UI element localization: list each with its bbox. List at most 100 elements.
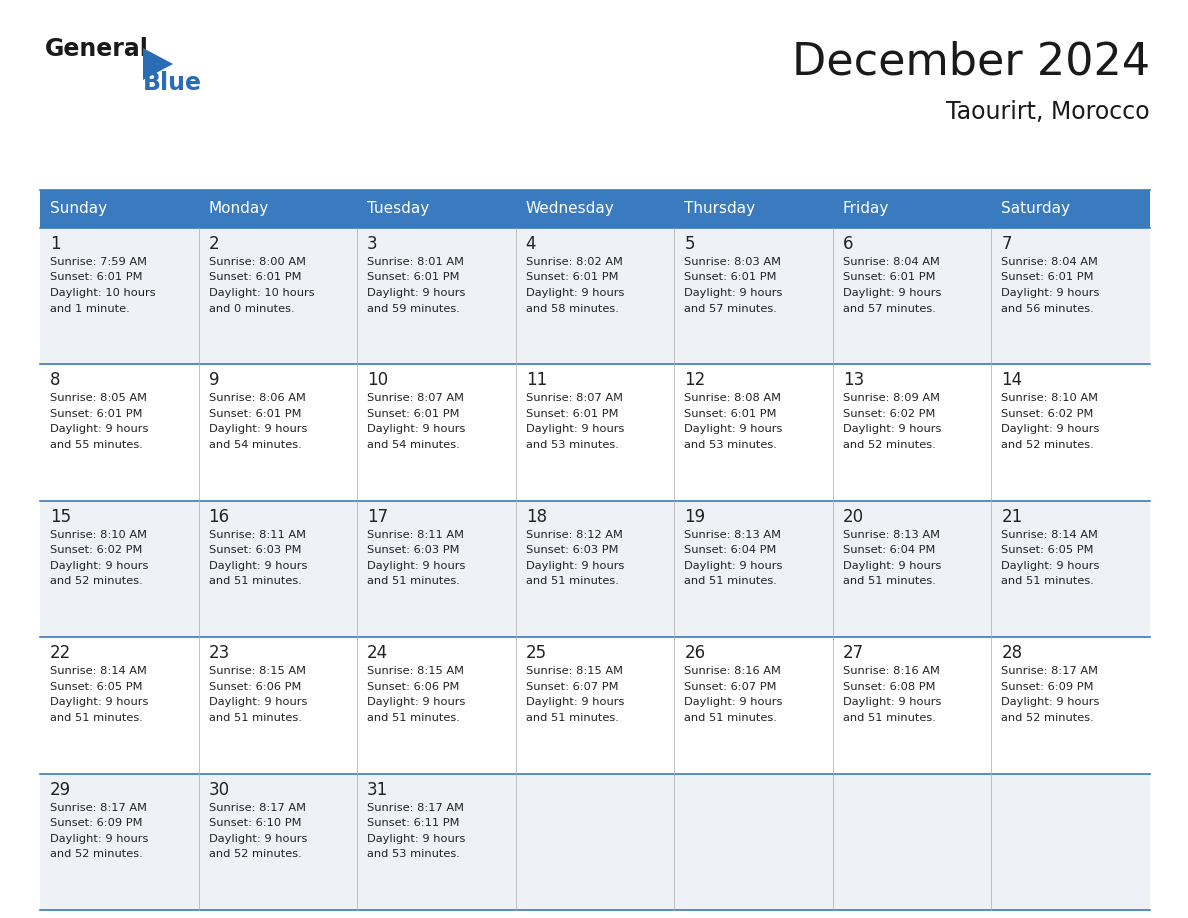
Text: Tuesday: Tuesday bbox=[367, 201, 429, 217]
Text: Sunrise: 8:13 AM: Sunrise: 8:13 AM bbox=[842, 530, 940, 540]
Text: Daylight: 10 hours: Daylight: 10 hours bbox=[209, 288, 314, 298]
Text: Daylight: 10 hours: Daylight: 10 hours bbox=[50, 288, 156, 298]
Text: Sunset: 6:11 PM: Sunset: 6:11 PM bbox=[367, 818, 460, 828]
Text: Sunrise: 8:08 AM: Sunrise: 8:08 AM bbox=[684, 394, 782, 403]
Text: Daylight: 9 hours: Daylight: 9 hours bbox=[842, 561, 941, 571]
Text: Sunrise: 8:07 AM: Sunrise: 8:07 AM bbox=[526, 394, 623, 403]
Text: and 51 minutes.: and 51 minutes. bbox=[1001, 577, 1094, 587]
Text: Daylight: 9 hours: Daylight: 9 hours bbox=[526, 697, 624, 707]
Text: Sunrise: 8:10 AM: Sunrise: 8:10 AM bbox=[50, 530, 147, 540]
Polygon shape bbox=[143, 48, 173, 80]
Text: Sunset: 6:02 PM: Sunset: 6:02 PM bbox=[50, 545, 143, 555]
Text: Monday: Monday bbox=[209, 201, 268, 217]
Text: Sunrise: 7:59 AM: Sunrise: 7:59 AM bbox=[50, 257, 147, 267]
Text: Daylight: 9 hours: Daylight: 9 hours bbox=[50, 561, 148, 571]
Text: Sunset: 6:06 PM: Sunset: 6:06 PM bbox=[367, 682, 460, 691]
Text: Sunset: 6:01 PM: Sunset: 6:01 PM bbox=[526, 273, 618, 283]
Text: and 58 minutes.: and 58 minutes. bbox=[526, 304, 619, 314]
Text: and 57 minutes.: and 57 minutes. bbox=[842, 304, 936, 314]
Text: 31: 31 bbox=[367, 780, 388, 799]
Text: and 51 minutes.: and 51 minutes. bbox=[209, 577, 302, 587]
Text: Daylight: 9 hours: Daylight: 9 hours bbox=[50, 697, 148, 707]
Text: Sunrise: 8:02 AM: Sunrise: 8:02 AM bbox=[526, 257, 623, 267]
Text: Daylight: 9 hours: Daylight: 9 hours bbox=[526, 288, 624, 298]
Text: Sunrise: 8:16 AM: Sunrise: 8:16 AM bbox=[842, 666, 940, 677]
Text: Daylight: 9 hours: Daylight: 9 hours bbox=[526, 424, 624, 434]
Text: Sunrise: 8:11 AM: Sunrise: 8:11 AM bbox=[367, 530, 465, 540]
Text: Sunrise: 8:16 AM: Sunrise: 8:16 AM bbox=[684, 666, 782, 677]
Text: Friday: Friday bbox=[842, 201, 890, 217]
Text: and 53 minutes.: and 53 minutes. bbox=[684, 440, 777, 450]
Text: 7: 7 bbox=[1001, 235, 1012, 253]
Text: Sunrise: 8:17 AM: Sunrise: 8:17 AM bbox=[209, 802, 305, 812]
Text: Sunrise: 8:01 AM: Sunrise: 8:01 AM bbox=[367, 257, 465, 267]
Text: 29: 29 bbox=[50, 780, 71, 799]
Text: Sunrise: 8:09 AM: Sunrise: 8:09 AM bbox=[842, 394, 940, 403]
Text: Daylight: 9 hours: Daylight: 9 hours bbox=[50, 424, 148, 434]
Text: Sunset: 6:03 PM: Sunset: 6:03 PM bbox=[367, 545, 460, 555]
Text: and 56 minutes.: and 56 minutes. bbox=[1001, 304, 1094, 314]
Text: Daylight: 9 hours: Daylight: 9 hours bbox=[50, 834, 148, 844]
Text: Sunset: 6:01 PM: Sunset: 6:01 PM bbox=[367, 273, 460, 283]
Text: Sunset: 6:03 PM: Sunset: 6:03 PM bbox=[526, 545, 618, 555]
Text: Sunset: 6:01 PM: Sunset: 6:01 PM bbox=[684, 409, 777, 419]
Text: 15: 15 bbox=[50, 508, 71, 526]
Text: and 51 minutes.: and 51 minutes. bbox=[50, 712, 143, 722]
Text: Daylight: 9 hours: Daylight: 9 hours bbox=[209, 697, 307, 707]
Text: Sunset: 6:01 PM: Sunset: 6:01 PM bbox=[367, 409, 460, 419]
Text: Sunset: 6:08 PM: Sunset: 6:08 PM bbox=[842, 682, 935, 691]
Text: 26: 26 bbox=[684, 644, 706, 662]
Text: Sunrise: 8:07 AM: Sunrise: 8:07 AM bbox=[367, 394, 465, 403]
Text: 19: 19 bbox=[684, 508, 706, 526]
Text: and 53 minutes.: and 53 minutes. bbox=[526, 440, 619, 450]
Text: and 59 minutes.: and 59 minutes. bbox=[367, 304, 460, 314]
Text: Sunrise: 8:14 AM: Sunrise: 8:14 AM bbox=[50, 666, 147, 677]
Text: Daylight: 9 hours: Daylight: 9 hours bbox=[526, 561, 624, 571]
Text: Sunrise: 8:17 AM: Sunrise: 8:17 AM bbox=[1001, 666, 1099, 677]
Text: Sunset: 6:05 PM: Sunset: 6:05 PM bbox=[50, 682, 143, 691]
Text: Sunset: 6:07 PM: Sunset: 6:07 PM bbox=[526, 682, 618, 691]
Text: Daylight: 9 hours: Daylight: 9 hours bbox=[1001, 697, 1100, 707]
Text: and 51 minutes.: and 51 minutes. bbox=[842, 712, 936, 722]
Text: 5: 5 bbox=[684, 235, 695, 253]
Bar bbox=[40, 501, 1150, 637]
Text: and 51 minutes.: and 51 minutes. bbox=[684, 712, 777, 722]
Text: Daylight: 9 hours: Daylight: 9 hours bbox=[1001, 561, 1100, 571]
Text: and 51 minutes.: and 51 minutes. bbox=[367, 577, 460, 587]
Text: Sunrise: 8:12 AM: Sunrise: 8:12 AM bbox=[526, 530, 623, 540]
Text: and 52 minutes.: and 52 minutes. bbox=[50, 849, 143, 859]
Text: Sunset: 6:01 PM: Sunset: 6:01 PM bbox=[684, 273, 777, 283]
Text: Sunset: 6:01 PM: Sunset: 6:01 PM bbox=[526, 409, 618, 419]
Text: Daylight: 9 hours: Daylight: 9 hours bbox=[684, 288, 783, 298]
Text: Daylight: 9 hours: Daylight: 9 hours bbox=[367, 561, 466, 571]
Text: and 0 minutes.: and 0 minutes. bbox=[209, 304, 295, 314]
Text: Sunset: 6:01 PM: Sunset: 6:01 PM bbox=[1001, 273, 1094, 283]
Text: 6: 6 bbox=[842, 235, 853, 253]
Text: Sunrise: 8:14 AM: Sunrise: 8:14 AM bbox=[1001, 530, 1098, 540]
Text: Sunrise: 8:06 AM: Sunrise: 8:06 AM bbox=[209, 394, 305, 403]
Text: Sunset: 6:02 PM: Sunset: 6:02 PM bbox=[1001, 409, 1094, 419]
Text: 13: 13 bbox=[842, 372, 864, 389]
Text: Sunset: 6:09 PM: Sunset: 6:09 PM bbox=[50, 818, 143, 828]
Bar bbox=[40, 228, 1150, 364]
Text: 17: 17 bbox=[367, 508, 388, 526]
Text: Wednesday: Wednesday bbox=[526, 201, 614, 217]
Text: 12: 12 bbox=[684, 372, 706, 389]
Text: Daylight: 9 hours: Daylight: 9 hours bbox=[842, 424, 941, 434]
Text: Sunrise: 8:05 AM: Sunrise: 8:05 AM bbox=[50, 394, 147, 403]
Text: and 53 minutes.: and 53 minutes. bbox=[367, 849, 460, 859]
Text: Daylight: 9 hours: Daylight: 9 hours bbox=[209, 834, 307, 844]
Text: Sunset: 6:09 PM: Sunset: 6:09 PM bbox=[1001, 682, 1094, 691]
Text: 9: 9 bbox=[209, 372, 219, 389]
Text: Sunday: Sunday bbox=[50, 201, 107, 217]
Text: Daylight: 9 hours: Daylight: 9 hours bbox=[367, 288, 466, 298]
Bar bbox=[40, 637, 1150, 774]
Text: 3: 3 bbox=[367, 235, 378, 253]
Text: and 51 minutes.: and 51 minutes. bbox=[526, 712, 619, 722]
Text: Sunrise: 8:13 AM: Sunrise: 8:13 AM bbox=[684, 530, 782, 540]
Text: 18: 18 bbox=[526, 508, 546, 526]
Text: Sunset: 6:06 PM: Sunset: 6:06 PM bbox=[209, 682, 301, 691]
Text: Sunrise: 8:00 AM: Sunrise: 8:00 AM bbox=[209, 257, 305, 267]
Text: Sunset: 6:02 PM: Sunset: 6:02 PM bbox=[842, 409, 935, 419]
Text: 20: 20 bbox=[842, 508, 864, 526]
